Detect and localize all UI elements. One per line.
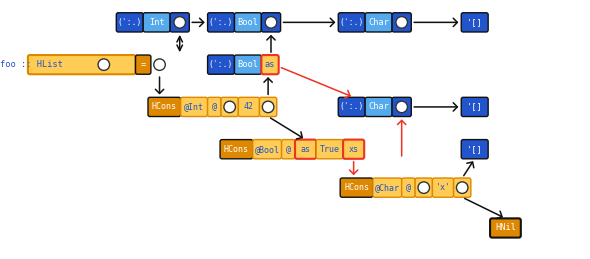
FancyBboxPatch shape (253, 140, 281, 159)
Text: HCons: HCons (224, 145, 249, 154)
Text: @: @ (212, 102, 217, 111)
Text: @: @ (286, 145, 291, 154)
FancyBboxPatch shape (461, 97, 488, 117)
Text: 42: 42 (244, 102, 254, 111)
Text: (':.): (':.) (117, 18, 142, 27)
Text: '[]: '[] (467, 145, 483, 154)
Text: as: as (265, 60, 276, 69)
FancyBboxPatch shape (208, 13, 234, 32)
FancyBboxPatch shape (143, 13, 170, 32)
Text: @Int: @Int (184, 102, 204, 111)
FancyBboxPatch shape (316, 140, 343, 159)
FancyBboxPatch shape (454, 178, 471, 197)
Text: @Bool: @Bool (255, 145, 280, 154)
FancyBboxPatch shape (461, 140, 488, 159)
Circle shape (154, 59, 165, 70)
Text: HCons: HCons (152, 102, 177, 111)
FancyBboxPatch shape (181, 97, 208, 117)
FancyBboxPatch shape (343, 140, 364, 159)
FancyBboxPatch shape (234, 13, 261, 32)
FancyBboxPatch shape (415, 178, 432, 197)
FancyBboxPatch shape (208, 55, 234, 74)
FancyBboxPatch shape (392, 97, 411, 117)
FancyBboxPatch shape (373, 178, 402, 197)
Circle shape (224, 101, 235, 113)
FancyBboxPatch shape (392, 13, 411, 32)
Text: '[]: '[] (467, 18, 483, 27)
Text: as: as (300, 145, 310, 154)
FancyBboxPatch shape (432, 178, 454, 197)
FancyBboxPatch shape (295, 140, 316, 159)
Text: Int: Int (149, 18, 165, 27)
Text: foo :: HList: foo :: HList (0, 60, 63, 69)
Circle shape (418, 182, 430, 193)
Circle shape (396, 101, 408, 113)
FancyBboxPatch shape (208, 97, 221, 117)
FancyBboxPatch shape (402, 178, 415, 197)
Circle shape (266, 17, 277, 28)
Circle shape (457, 182, 468, 193)
FancyBboxPatch shape (170, 13, 189, 32)
Circle shape (263, 101, 274, 113)
Circle shape (98, 59, 110, 70)
FancyBboxPatch shape (261, 13, 281, 32)
FancyBboxPatch shape (365, 13, 392, 32)
Text: 'x': 'x' (435, 183, 451, 192)
Text: (':.): (':.) (209, 60, 233, 69)
Text: Char: Char (368, 102, 389, 111)
Text: (':.): (':.) (209, 18, 233, 27)
Text: (':.): (':.) (339, 102, 364, 111)
Text: Bool: Bool (237, 60, 258, 69)
FancyBboxPatch shape (148, 97, 181, 117)
Text: Char: Char (368, 18, 389, 27)
Text: True: True (320, 145, 340, 154)
Text: @Char: @Char (375, 183, 400, 192)
FancyBboxPatch shape (136, 55, 151, 74)
Text: '[]: '[] (467, 102, 483, 111)
FancyBboxPatch shape (28, 55, 136, 74)
FancyBboxPatch shape (365, 97, 392, 117)
Text: =: = (140, 60, 146, 69)
FancyBboxPatch shape (281, 140, 295, 159)
Circle shape (396, 17, 408, 28)
Text: HNil: HNil (495, 224, 516, 233)
Text: (':.): (':.) (339, 18, 364, 27)
FancyBboxPatch shape (116, 13, 143, 32)
Text: HCons: HCons (344, 183, 369, 192)
Text: xs: xs (349, 145, 359, 154)
Circle shape (174, 17, 185, 28)
FancyBboxPatch shape (221, 97, 238, 117)
FancyBboxPatch shape (234, 55, 261, 74)
Text: @: @ (406, 183, 411, 192)
FancyBboxPatch shape (261, 55, 278, 74)
FancyBboxPatch shape (220, 140, 253, 159)
FancyBboxPatch shape (490, 218, 521, 238)
Text: Bool: Bool (237, 18, 258, 27)
FancyBboxPatch shape (260, 97, 277, 117)
FancyBboxPatch shape (238, 97, 260, 117)
FancyBboxPatch shape (338, 97, 365, 117)
FancyBboxPatch shape (340, 178, 373, 197)
FancyBboxPatch shape (338, 13, 365, 32)
FancyBboxPatch shape (461, 13, 488, 32)
